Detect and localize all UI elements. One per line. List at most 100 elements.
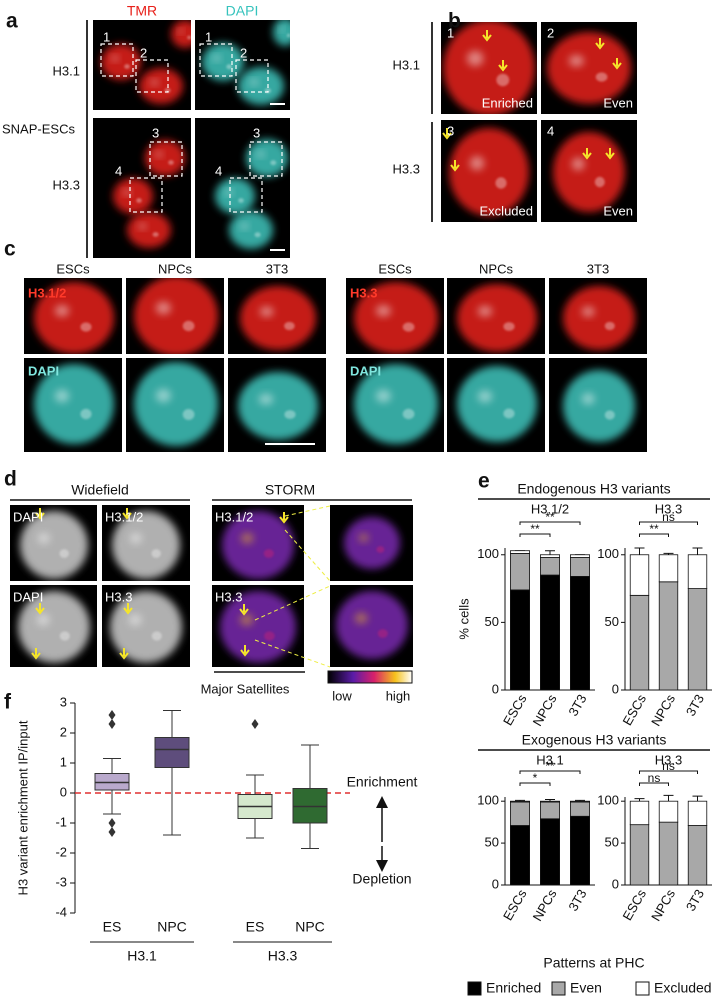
- spot: [187, 35, 191, 40]
- tile-label: DAPI: [13, 509, 43, 524]
- x-tick-label: ES: [103, 919, 122, 935]
- bar-segment: [570, 554, 591, 558]
- nucleus: [240, 286, 316, 350]
- bar-segment: [540, 574, 561, 691]
- micrograph: [195, 118, 290, 258]
- spot: [258, 393, 274, 405]
- roi-label: 3: [253, 125, 260, 140]
- y-tick-label: 0: [492, 876, 499, 891]
- spot: [358, 533, 369, 542]
- group-title: Endogenous H3 variants: [517, 481, 670, 497]
- micrograph: [441, 120, 537, 222]
- spot: [503, 322, 515, 331]
- spot: [259, 306, 274, 317]
- panel-label: d: [4, 468, 17, 491]
- significance-bracket: [639, 782, 669, 786]
- significance-bracket: [519, 782, 551, 786]
- spot: [155, 151, 163, 158]
- spot: [503, 408, 515, 419]
- panel-label: b: [448, 10, 461, 33]
- panel-label: f: [4, 691, 12, 714]
- micrograph: [541, 120, 637, 222]
- significance-label: ns: [648, 771, 661, 785]
- whisker-low: [301, 823, 319, 849]
- bar-segment: [687, 800, 708, 826]
- spot: [495, 177, 507, 189]
- micrograph: [195, 20, 290, 110]
- bar-segment: [570, 801, 591, 817]
- image-frame: [134, 362, 218, 446]
- bar-segment: [540, 818, 561, 886]
- legend-swatch: [635, 981, 650, 996]
- micrograph: [126, 278, 224, 354]
- tile-label: H3.3: [215, 589, 242, 604]
- error-bar: [634, 547, 645, 555]
- arrow: [35, 508, 45, 520]
- arrow: [35, 603, 45, 615]
- micrograph: [346, 278, 444, 354]
- bar-segment: [658, 554, 679, 583]
- outlier: [108, 818, 116, 828]
- significance-label: ns: [662, 510, 675, 524]
- roi-label: 1: [103, 29, 110, 44]
- significance-bracket: [519, 521, 581, 525]
- arrow: [122, 508, 132, 520]
- bar-segment: [509, 553, 530, 591]
- tile-label: H3.1/2: [215, 509, 253, 524]
- colorbar-label: high: [386, 688, 411, 703]
- nucleus: [457, 366, 537, 442]
- image-frame: [354, 364, 438, 444]
- whisker-low: [103, 790, 121, 815]
- significance-bracket: [519, 770, 581, 774]
- column-header: DAPI: [226, 3, 259, 19]
- x-tick-label: ES: [246, 919, 265, 935]
- nucleus: [443, 22, 535, 114]
- y-tick-label: -1: [55, 814, 67, 829]
- spot: [581, 306, 595, 317]
- nucleus: [344, 517, 400, 569]
- tile-number: 1: [447, 25, 454, 40]
- x-tick-label: 3T3: [565, 887, 589, 914]
- error-bar: [663, 794, 674, 802]
- x-tick-label: 3T3: [683, 692, 707, 719]
- spot: [138, 223, 147, 230]
- arrow: [279, 512, 289, 524]
- header: STORM: [265, 482, 315, 498]
- legend-swatch: [467, 981, 482, 996]
- spot: [151, 631, 162, 641]
- side-label: SNAP-ESCs: [2, 121, 75, 136]
- image-frame: [238, 372, 318, 440]
- y-tick-label: 2: [60, 724, 67, 739]
- micrograph: [212, 585, 304, 667]
- spot: [264, 631, 275, 641]
- micrographs: [10, 20, 647, 667]
- arrow: [450, 160, 460, 172]
- spot: [284, 410, 296, 419]
- column-header: ESCs: [378, 261, 412, 276]
- spot: [279, 26, 284, 32]
- image-frame: [563, 370, 635, 442]
- image-frame: [112, 511, 180, 579]
- spot: [249, 79, 259, 86]
- micrograph: [330, 585, 413, 667]
- nucleus: [449, 128, 529, 216]
- x-tick-label: ESCs: [500, 691, 530, 728]
- y-tick-label: 0: [492, 681, 499, 696]
- nucleus: [229, 211, 273, 249]
- spot: [402, 322, 415, 332]
- y-tick-label: 0: [612, 681, 619, 696]
- nucleus: [563, 370, 635, 442]
- spot: [375, 305, 391, 317]
- micrograph: [541, 22, 637, 114]
- outlier: [108, 827, 116, 837]
- spot: [226, 64, 233, 70]
- micrograph: [330, 505, 413, 581]
- annotation: Depletion: [352, 871, 411, 887]
- image-frame: [457, 284, 537, 352]
- error-bar: [634, 798, 645, 802]
- bar-segment: [540, 554, 561, 558]
- spot: [604, 410, 615, 420]
- spot: [80, 322, 92, 332]
- significance-bracket: [639, 521, 698, 525]
